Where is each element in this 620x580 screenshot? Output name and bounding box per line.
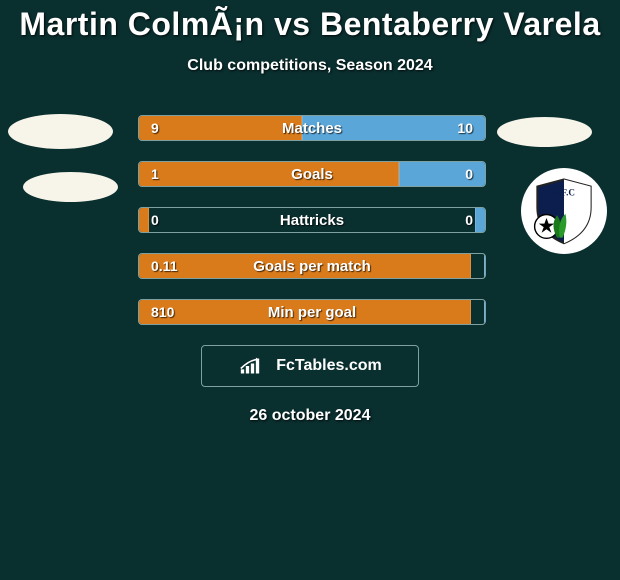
stat-label: Matches [139,116,485,140]
player-right-avatar [497,117,592,147]
stat-row: 1 Goals 0 [138,161,486,187]
stat-right-value: 10 [457,116,473,140]
stat-label: Min per goal [139,300,485,324]
brand-box: FcTables.com [201,345,419,387]
stat-label: Goals [139,162,485,186]
team-right-badge: L.F.C [521,168,607,254]
page-title: Martin ColmÃ¡n vs Bentaberry Varela [0,0,620,43]
brand-text: FcTables.com [276,357,382,375]
stat-row: 810 Min per goal [138,299,486,325]
stat-row: 9 Matches 10 [138,115,486,141]
barchart-icon [238,356,272,376]
stat-label: Goals per match [139,254,485,278]
page-subtitle: Club competitions, Season 2024 [0,57,620,75]
stat-row: 0.11 Goals per match [138,253,486,279]
footer-date: 26 october 2024 [0,407,620,425]
stat-label: Hattricks [139,208,485,232]
team-left-badge [23,172,118,202]
svg-text:L.F.C: L.F.C [553,188,575,198]
stat-right-value: 0 [465,162,473,186]
stat-row: 0 Hattricks 0 [138,207,486,233]
comparison-chart: L.F.C 9 Matches 10 1 Goals 0 0 Hattricks [0,115,620,425]
stat-rows: 9 Matches 10 1 Goals 0 0 Hattricks 0 0.1… [138,115,486,325]
shield-icon: L.F.C [529,176,599,246]
stat-right-value: 0 [465,208,473,232]
player-left-avatar [8,114,113,149]
